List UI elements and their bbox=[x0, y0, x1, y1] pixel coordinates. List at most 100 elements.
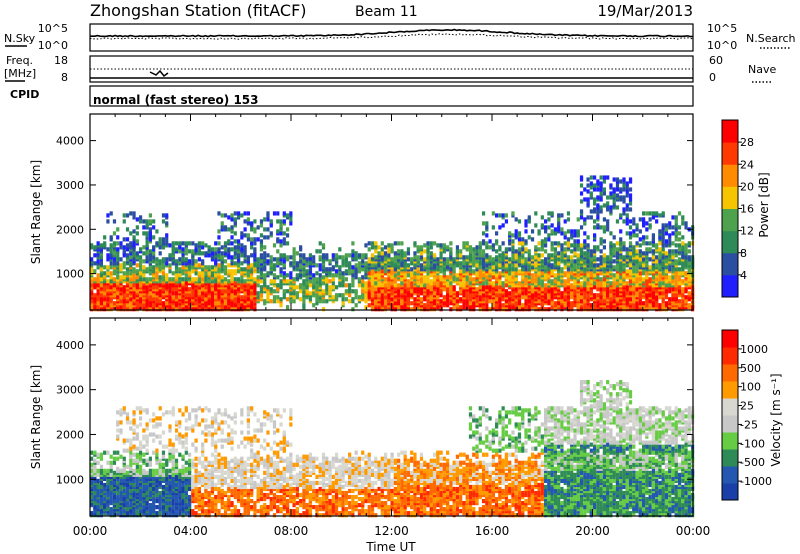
power-cell-3361 bbox=[553, 251, 558, 256]
power-cell-4644 bbox=[684, 221, 688, 226]
power-cell-3329 bbox=[550, 253, 554, 258]
power-cell-3870 bbox=[606, 255, 610, 260]
power-cell-1051 bbox=[220, 275, 224, 280]
power-cell-3742 bbox=[593, 183, 597, 188]
power-cell-2448 bbox=[442, 295, 446, 300]
power-cell-3564 bbox=[576, 239, 580, 244]
power-cell-2862 bbox=[495, 213, 499, 218]
power-cell-3481 bbox=[566, 217, 571, 222]
power-cell-4381 bbox=[658, 291, 662, 296]
power-cell-1470 bbox=[276, 211, 280, 216]
power-cell-804 bbox=[187, 259, 192, 264]
power-cell-4615 bbox=[681, 221, 685, 226]
power-cell-1779 bbox=[344, 269, 348, 274]
power-cell-1408 bbox=[266, 291, 270, 296]
power-cell-3743 bbox=[593, 175, 597, 180]
power-cell-528 bbox=[152, 235, 156, 240]
power-cell-167 bbox=[109, 249, 113, 254]
power-cell-2910 bbox=[501, 223, 505, 228]
power-cell-357 bbox=[132, 251, 136, 256]
power-cell-1519 bbox=[285, 255, 290, 260]
power-cell-3326 bbox=[550, 263, 554, 268]
power-cell-1821 bbox=[354, 255, 358, 260]
power-cell-3182 bbox=[534, 273, 538, 278]
power-cell-1825 bbox=[357, 295, 362, 300]
power-cell-4137 bbox=[632, 299, 636, 304]
power-cell-4145 bbox=[632, 277, 636, 282]
power-cell-440 bbox=[142, 251, 146, 256]
power-cell-1284 bbox=[246, 233, 250, 238]
power-cell-1654 bbox=[315, 293, 319, 298]
power-cell-890 bbox=[201, 291, 205, 296]
power-cell-4012 bbox=[619, 237, 623, 242]
power-cell-1254 bbox=[243, 233, 247, 238]
velocity-cell-155 bbox=[109, 472, 113, 477]
power-cell-2219 bbox=[410, 267, 414, 272]
power-cell-1491 bbox=[279, 219, 283, 224]
power-cell-2430 bbox=[439, 281, 443, 286]
power-cell-3116 bbox=[527, 307, 531, 312]
power-cell-3902 bbox=[609, 251, 613, 256]
power-cell-1697 bbox=[321, 253, 326, 258]
power-cell-504 bbox=[148, 213, 152, 218]
power-cell-1147 bbox=[230, 213, 234, 218]
power-cell-2821 bbox=[491, 281, 495, 286]
power-cell-1858 bbox=[364, 285, 368, 290]
power-cell-2439 bbox=[439, 255, 443, 260]
power-cell-383 bbox=[135, 275, 139, 280]
power-cell-4219 bbox=[638, 249, 642, 254]
power-cell-1573 bbox=[299, 283, 303, 288]
power-cell-2369 bbox=[429, 251, 433, 256]
power-cell-2885 bbox=[498, 245, 502, 250]
power-cell-3610 bbox=[583, 299, 587, 304]
power-cell-3405 bbox=[560, 295, 564, 300]
power-cell-3596 bbox=[579, 247, 584, 252]
power-cell-3528 bbox=[573, 259, 577, 264]
power-cell-1116 bbox=[227, 239, 231, 244]
power-cell-4066 bbox=[625, 291, 629, 296]
power-cell-2331 bbox=[426, 279, 430, 284]
power-cell-2598 bbox=[462, 245, 466, 250]
power-cell-3320 bbox=[550, 279, 554, 284]
power-cell-1767 bbox=[341, 275, 345, 280]
power-cell-3854 bbox=[606, 289, 610, 294]
power-cell-1227 bbox=[240, 243, 244, 248]
power-cell-1118 bbox=[227, 215, 231, 220]
power-cell-4343 bbox=[651, 215, 655, 220]
power-cell-1810 bbox=[351, 241, 355, 246]
power-cell-442 bbox=[142, 231, 146, 236]
power-cell-3025 bbox=[514, 249, 518, 254]
power-cell-3291 bbox=[547, 279, 551, 284]
power-cell-1104 bbox=[227, 285, 231, 290]
power-cell-505 bbox=[152, 307, 156, 312]
power-cell-3028 bbox=[514, 229, 518, 234]
power-cell-1270 bbox=[246, 283, 250, 288]
power-cell-3730 bbox=[593, 249, 597, 254]
power-cell-1420 bbox=[266, 211, 270, 216]
power-cell-1357 bbox=[256, 263, 260, 268]
power-cell-1555 bbox=[292, 257, 296, 262]
power-cell-3807 bbox=[599, 191, 603, 196]
power-cell-2604 bbox=[465, 293, 469, 298]
power-cell-1909 bbox=[370, 263, 375, 268]
power-cell-3875 bbox=[606, 205, 610, 210]
power-cell-4057 bbox=[622, 177, 626, 182]
power-cell-3929 bbox=[612, 273, 616, 278]
power-cell-3909 bbox=[609, 209, 613, 214]
power-cell-3673 bbox=[586, 189, 590, 194]
station-title: Zhongshan Station (fitACF) bbox=[90, 1, 307, 20]
power-cell-2391 bbox=[432, 263, 437, 268]
power-cell-3501 bbox=[570, 259, 574, 264]
power-cell-624 bbox=[165, 261, 169, 266]
power-cell-3337 bbox=[550, 211, 554, 216]
power-cell-1776 bbox=[344, 283, 348, 288]
power-cell-3968 bbox=[615, 255, 620, 260]
power-cell-1379 bbox=[259, 243, 264, 248]
power-cell-1393 bbox=[263, 273, 267, 278]
power-cell-221 bbox=[116, 261, 120, 266]
power-cell-1851 bbox=[361, 253, 365, 258]
power-cell-4341 bbox=[651, 237, 655, 242]
power-cell-2969 bbox=[511, 305, 515, 310]
power-cell-1490 bbox=[279, 223, 283, 228]
power-cell-499 bbox=[148, 233, 152, 238]
